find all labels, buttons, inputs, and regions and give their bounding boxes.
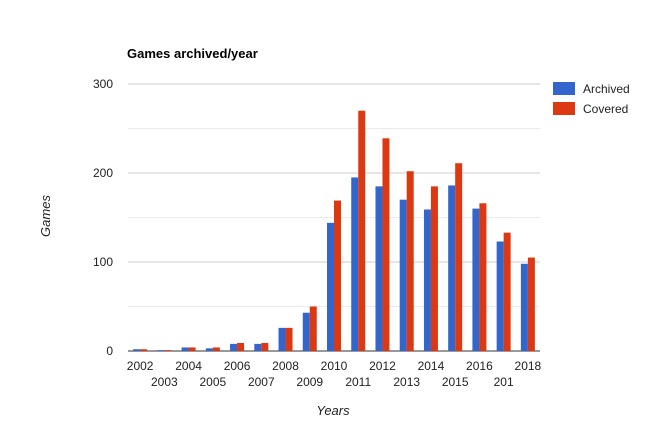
bar-archived-2018[interactable] xyxy=(520,263,528,351)
x-tick-label: 2005 xyxy=(199,375,226,389)
bar-archived-2002[interactable] xyxy=(133,349,141,351)
bar-covered-2011[interactable] xyxy=(358,110,366,351)
bar-covered-2016[interactable] xyxy=(479,203,487,351)
x-tick-label: 2003 xyxy=(151,375,178,389)
bar-archived-2013[interactable] xyxy=(399,199,407,351)
legend: Archived Covered xyxy=(553,82,630,116)
bar-archived-2016[interactable] xyxy=(472,208,480,351)
bar-archived-2009[interactable] xyxy=(302,312,310,351)
bar-covered-2009[interactable] xyxy=(309,306,317,352)
y-tick-label: 300 xyxy=(93,77,113,91)
bar-covered-2005[interactable] xyxy=(212,347,220,351)
bar-archived-2007[interactable] xyxy=(254,343,262,351)
bar-archived-2015[interactable] xyxy=(448,185,456,351)
bar-covered-2008[interactable] xyxy=(285,327,293,351)
bar-archived-2005[interactable] xyxy=(205,348,213,351)
bar-archived-2012[interactable] xyxy=(375,186,383,351)
bar-covered-2003[interactable] xyxy=(164,350,172,351)
x-axis-label: Years xyxy=(316,403,350,418)
x-tick-label: 2002 xyxy=(127,359,154,373)
bar-covered-2018[interactable] xyxy=(527,257,535,351)
x-tick-label: 2015 xyxy=(442,375,469,389)
x-tick-label: 201 xyxy=(494,375,514,389)
bar-covered-2017[interactable] xyxy=(503,232,511,351)
x-tick-labels: 2002 2003 2004 2005 2006 2007 2008 2009 2010 2011… xyxy=(127,359,542,389)
bars xyxy=(133,110,535,352)
chart-title: Games archived/year xyxy=(127,46,258,61)
bar-archived-2017[interactable] xyxy=(496,241,504,351)
bar-archived-2008[interactable] xyxy=(278,327,286,351)
x-tick-label: 2006 xyxy=(224,359,251,373)
x-tick-label: 2011 xyxy=(345,375,371,389)
bar-archived-2004[interactable] xyxy=(181,347,189,351)
bar-covered-2007[interactable] xyxy=(261,342,269,351)
x-tick-label: 2012 xyxy=(369,359,396,373)
y-tick-label: 100 xyxy=(93,255,113,269)
y-tick-label: 0 xyxy=(106,344,113,358)
x-tick-label: 2009 xyxy=(296,375,323,389)
bar-covered-2004[interactable] xyxy=(188,347,196,351)
x-tick-label: 2016 xyxy=(466,359,493,373)
x-tick-label: 2013 xyxy=(393,375,420,389)
bar-archived-2003[interactable] xyxy=(157,350,165,351)
legend-label-covered: Covered xyxy=(583,102,628,116)
y-tick-labels: 0 100 200 300 xyxy=(93,77,113,358)
legend-label-archived: Archived xyxy=(583,82,630,96)
bar-archived-2011[interactable] xyxy=(351,177,359,351)
x-tick-label: 2008 xyxy=(272,359,299,373)
y-tick-label: 200 xyxy=(93,166,113,180)
bar-covered-2006[interactable] xyxy=(237,342,245,351)
legend-swatch-covered xyxy=(553,102,575,115)
y-axis-label: Games xyxy=(38,195,53,237)
x-tick-label: 2010 xyxy=(321,359,348,373)
bar-archived-2006[interactable] xyxy=(230,343,238,351)
bar-covered-2010[interactable] xyxy=(334,200,341,351)
x-tick-label: 2018 xyxy=(515,359,542,373)
bar-covered-2013[interactable] xyxy=(406,171,414,351)
x-tick-label: 2007 xyxy=(248,375,275,389)
x-tick-label: 2014 xyxy=(418,359,445,373)
legend-swatch-archived xyxy=(553,82,575,95)
bar-archived-2010[interactable] xyxy=(327,222,334,351)
bar-covered-2015[interactable] xyxy=(455,163,463,351)
x-tick-label: 2004 xyxy=(175,359,202,373)
bar-covered-2002[interactable] xyxy=(140,349,148,351)
bar-archived-2014[interactable] xyxy=(423,209,431,351)
bar-covered-2012[interactable] xyxy=(382,138,390,351)
bar-covered-2014[interactable] xyxy=(430,186,438,351)
